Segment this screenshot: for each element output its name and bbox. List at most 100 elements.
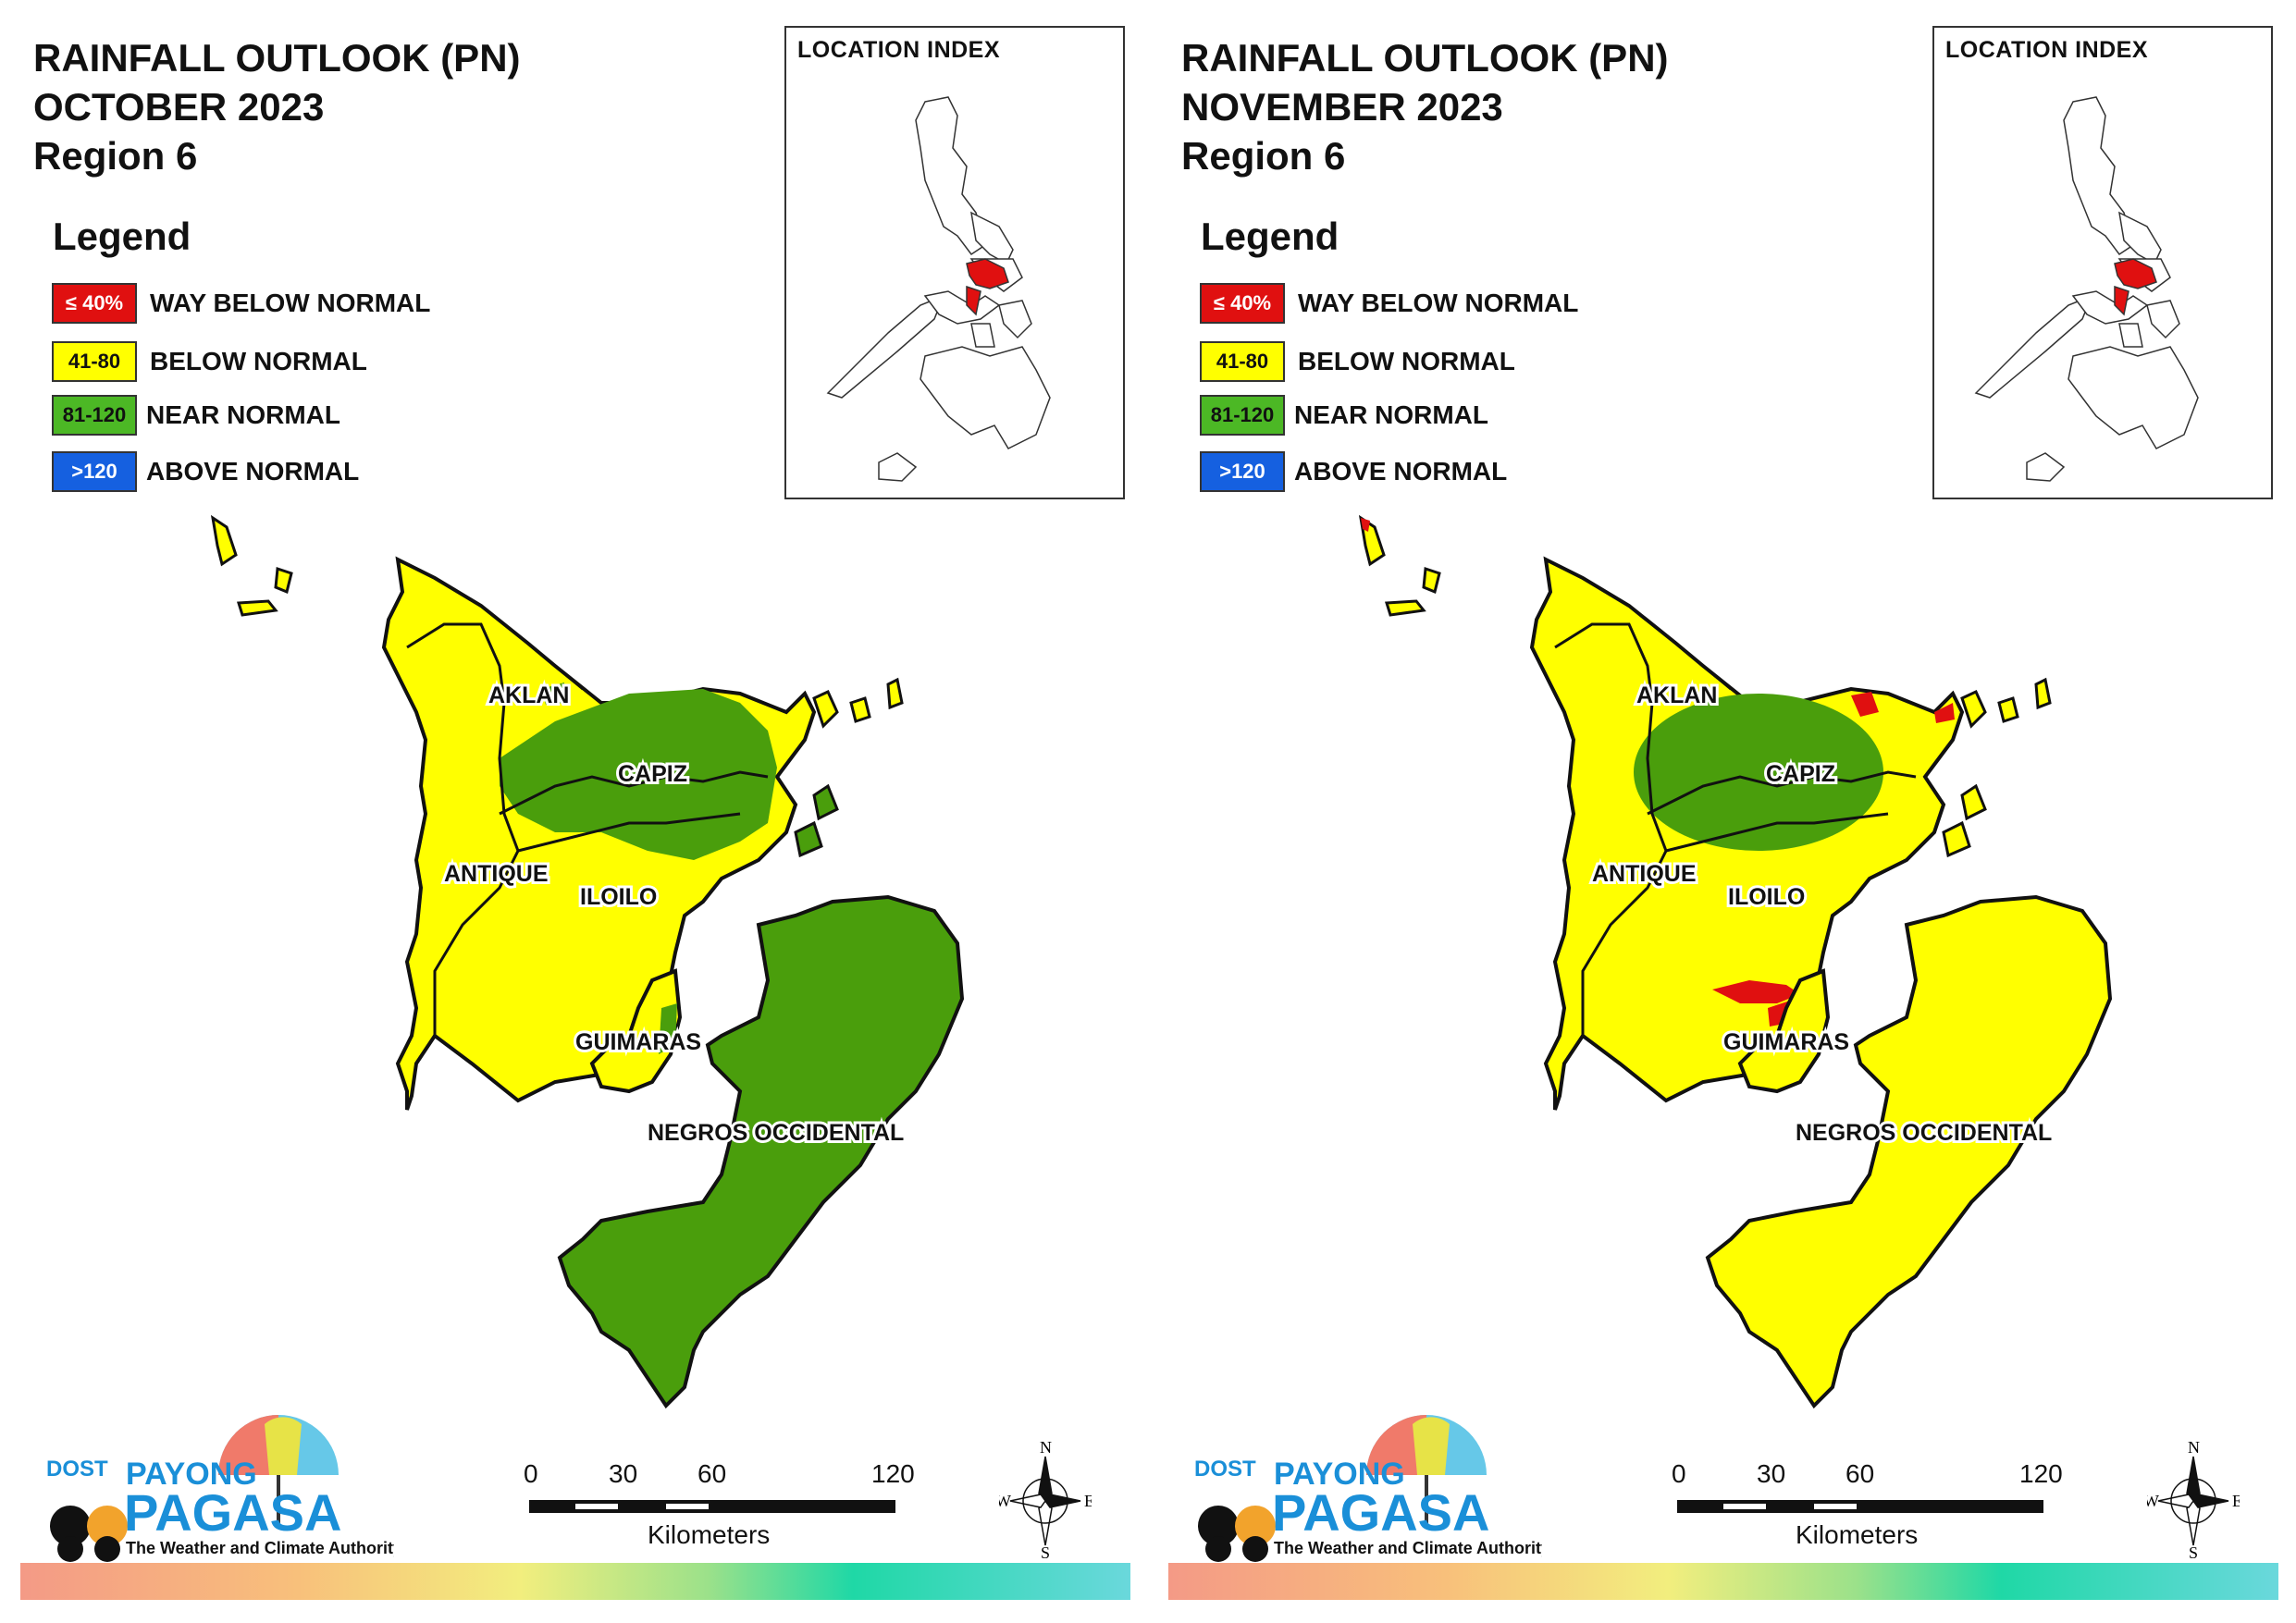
region6-map: AKLAN CAPIZ ANTIQUE ILOILO GUIMARAS NEGR… <box>210 514 965 1409</box>
region6-map: AKLAN CAPIZ ANTIQUE ILOILO GUIMARAS NEGR… <box>1358 514 2113 1409</box>
outlook-panel-november: RAINFALL OUTLOOK (PN) NOVEMBER 2023 Regi… <box>1148 0 2296 1623</box>
legend-title: Legend <box>53 215 191 258</box>
label-antique: ANTIQUE <box>444 861 549 887</box>
scale-tick: 30 <box>1757 1459 1786 1488</box>
legend-swatch: 41-80 <box>52 341 137 382</box>
logo-pagasa: PAGASA <box>1272 1483 1489 1542</box>
compass-s: S <box>1041 1543 1050 1558</box>
legend-item-way-below: ≤ 40% WAY BELOW NORMAL <box>1200 282 1578 325</box>
location-index-inset: LOCATION INDEX <box>784 26 1125 499</box>
scale-tick: 60 <box>1845 1459 1875 1488</box>
label-aklan: AKLAN <box>1636 682 1718 708</box>
pagasa-logo: DOST PAYONG PAGASA The Weather and Clima… <box>33 1387 402 1563</box>
outlook-panel-october: RAINFALL OUTLOOK (PN) OCTOBER 2023 Regio… <box>20 26 1130 1600</box>
legend-swatch: >120 <box>52 451 137 492</box>
aklan-green-patch <box>541 682 566 705</box>
legend-item-below: 41-80 BELOW NORMAL <box>1200 340 1515 383</box>
way-below-patch <box>1934 703 1955 723</box>
label-guimaras: GUIMARAS <box>575 1029 701 1055</box>
title-line-1: RAINFALL OUTLOOK (PN) <box>1181 36 1669 80</box>
guimaras-island <box>589 968 683 1094</box>
label-aklan: AKLAN <box>488 682 570 708</box>
title-line-1: RAINFALL OUTLOOK (PN) <box>33 36 521 80</box>
logo-dost: DOST <box>46 1457 108 1482</box>
location-index-title: LOCATION INDEX <box>797 37 1001 63</box>
island-north <box>274 566 293 595</box>
footer-gradient-bar <box>1168 1563 2278 1600</box>
scale-unit: Kilometers <box>648 1520 771 1549</box>
legend-label: WAY BELOW NORMAL <box>1298 289 1579 317</box>
label-capiz: CAPIZ <box>618 761 687 787</box>
scale-tick: 30 <box>609 1459 638 1488</box>
legend-label: WAY BELOW NORMAL <box>150 289 431 317</box>
way-below-patch <box>1851 692 1879 717</box>
compass-w: W <box>999 1492 1011 1510</box>
title-line-3: Region 6 <box>1181 134 1346 178</box>
legend-swatch: 41-80 <box>1200 341 1285 382</box>
negros-occidental-island <box>557 894 965 1409</box>
compass-n: N <box>1040 1438 1052 1457</box>
legend-label: NEAR NORMAL <box>1294 400 1488 429</box>
location-index-title: LOCATION INDEX <box>1945 37 2149 63</box>
scale-tick: 120 <box>2019 1459 2063 1488</box>
legend-item-below: 41-80 BELOW NORMAL <box>52 340 367 383</box>
compass-rose-icon: N S E W <box>2147 1438 2240 1558</box>
map-title: RAINFALL OUTLOOK (PN) NOVEMBER 2023 Regi… <box>1181 33 1669 180</box>
compass-n: N <box>2188 1438 2200 1457</box>
location-index-inset: LOCATION INDEX <box>1932 26 2273 499</box>
logo-pagasa: PAGASA <box>124 1483 341 1542</box>
compass-w: W <box>2147 1492 2159 1510</box>
guimaras-island <box>1737 968 1831 1094</box>
scale-tick: 0 <box>524 1459 538 1488</box>
compass-s: S <box>2189 1543 2198 1558</box>
logo-tagline: The Weather and Climate Authority <box>1274 1539 1542 1557</box>
label-guimaras: GUIMARAS <box>1723 1029 1849 1055</box>
legend-item-way-below: ≤ 40% WAY BELOW NORMAL <box>52 282 430 325</box>
scale-unit: Kilometers <box>1796 1520 1919 1549</box>
logo-tagline: The Weather and Climate Authority <box>126 1539 394 1557</box>
legend-item-near: 81-120 NEAR NORMAL <box>1200 394 1488 436</box>
legend-swatch: 81-120 <box>1200 395 1285 436</box>
label-iloilo: ILOILO <box>1728 884 1805 910</box>
label-antique: ANTIQUE <box>1592 861 1697 887</box>
logo-payong: PAYONG <box>126 1457 257 1492</box>
compass-rose-icon: N S E W <box>999 1438 1092 1558</box>
label-negros-occidental: NEGROS OCCIDENTAL <box>1796 1120 2052 1146</box>
philippines-inset-map <box>1974 96 2199 482</box>
capiz-near-normal-zone <box>1634 694 1883 851</box>
scale-tick: 0 <box>1672 1459 1686 1488</box>
way-below-patch <box>1712 980 1800 1003</box>
legend-label: BELOW NORMAL <box>150 347 367 375</box>
negros-occidental-island <box>1705 894 2113 1409</box>
legend-label: NEAR NORMAL <box>146 400 340 429</box>
legend-title: Legend <box>1201 215 1339 258</box>
philippines-inset-map <box>826 96 1051 482</box>
legend-swatch: >120 <box>1200 451 1285 492</box>
legend-swatch: ≤ 40% <box>52 283 137 324</box>
legend-label: ABOVE NORMAL <box>1294 457 1508 486</box>
legend-swatch: ≤ 40% <box>1200 283 1285 324</box>
island-north <box>237 599 278 617</box>
legend-item-near: 81-120 NEAR NORMAL <box>52 394 340 436</box>
scale-tick: 120 <box>871 1459 915 1488</box>
map-title: RAINFALL OUTLOOK (PN) OCTOBER 2023 Regio… <box>33 33 521 180</box>
footer-gradient-bar <box>20 1563 1130 1600</box>
title-line-2: OCTOBER 2023 <box>33 85 325 129</box>
guimaras-green-patch <box>659 1003 677 1054</box>
title-line-2: NOVEMBER 2023 <box>1181 85 1503 129</box>
legend-label: BELOW NORMAL <box>1298 347 1515 375</box>
legend-item-above: >120 ABOVE NORMAL <box>1200 450 1507 493</box>
legend-item-above: >120 ABOVE NORMAL <box>52 450 359 493</box>
label-negros-occidental: NEGROS OCCIDENTAL <box>648 1120 904 1146</box>
title-line-3: Region 6 <box>33 134 198 178</box>
compass-e: E <box>2232 1492 2240 1510</box>
logo-dost: DOST <box>1194 1457 1256 1482</box>
island-north <box>210 514 238 567</box>
pagasa-logo: DOST PAYONG PAGASA The Weather and Clima… <box>1181 1387 1550 1563</box>
label-iloilo: ILOILO <box>580 884 657 910</box>
scale-tick: 60 <box>697 1459 727 1488</box>
label-capiz: CAPIZ <box>1766 761 1835 787</box>
logo-payong: PAYONG <box>1274 1457 1405 1492</box>
compass-e: E <box>1084 1492 1092 1510</box>
legend-swatch: 81-120 <box>52 395 137 436</box>
